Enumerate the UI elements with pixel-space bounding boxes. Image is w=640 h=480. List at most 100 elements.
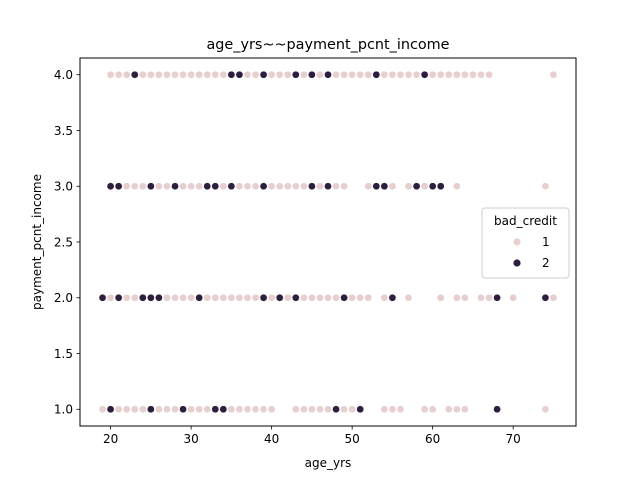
data-point-series-1	[243, 293, 252, 302]
data-point-series-1	[251, 182, 260, 191]
x-tick-label: 40	[264, 432, 279, 446]
data-point-series-1	[299, 405, 308, 414]
data-point-series-1	[332, 293, 340, 302]
data-point-series-1	[461, 70, 469, 79]
data-point-series-1	[404, 293, 413, 302]
data-point-series-2	[372, 182, 381, 191]
data-point-series-2	[171, 182, 179, 191]
data-point-series-1	[163, 405, 171, 414]
data-point-series-1	[452, 182, 461, 191]
data-point-series-1	[251, 293, 260, 302]
data-point-series-2	[324, 70, 332, 79]
data-point-series-2	[332, 405, 340, 414]
data-point-series-2	[380, 182, 389, 191]
data-point-series-1	[340, 70, 348, 79]
data-point-series-1	[420, 405, 429, 414]
data-point-series-2	[259, 293, 268, 302]
data-point-series-1	[509, 293, 518, 302]
data-point-series-2	[324, 182, 332, 191]
data-point-series-2	[211, 405, 220, 414]
data-point-series-1	[203, 293, 212, 302]
data-point-series-1	[243, 70, 252, 79]
data-point-series-1	[179, 70, 187, 79]
data-point-series-1	[444, 70, 453, 79]
legend-marker-2	[513, 259, 521, 267]
data-point-series-1	[420, 182, 429, 191]
data-point-series-1	[324, 405, 332, 414]
data-point-series-1	[291, 182, 300, 191]
data-point-series-1	[114, 405, 123, 414]
x-axis-label: age_yrs	[305, 456, 352, 470]
data-point-series-2	[106, 182, 115, 191]
data-point-series-2	[388, 293, 397, 302]
data-point-series-1	[163, 182, 171, 191]
data-point-series-1	[332, 182, 340, 191]
legend: bad_credit 1 2	[481, 207, 570, 279]
legend-label-2: 2	[542, 256, 550, 270]
data-point-series-1	[283, 70, 292, 79]
data-point-series-1	[187, 182, 195, 191]
data-point-series-1	[138, 405, 147, 414]
data-point-series-1	[235, 182, 244, 191]
data-point-series-2	[275, 293, 284, 302]
data-point-series-1	[122, 293, 131, 302]
data-point-series-1	[364, 182, 373, 191]
x-axis-ticks: 20 30 40 50 60 70	[103, 426, 521, 446]
data-point-series-1	[106, 293, 115, 302]
data-point-series-1	[171, 405, 179, 414]
data-point-series-2	[106, 405, 115, 414]
data-point-series-1	[356, 293, 365, 302]
data-point-series-1	[179, 293, 187, 302]
data-point-series-1	[187, 405, 195, 414]
data-point-series-1	[163, 70, 171, 79]
data-point-series-1	[452, 293, 461, 302]
data-point-series-1	[235, 405, 244, 414]
data-point-series-2	[493, 405, 501, 414]
data-point-series-1	[106, 70, 115, 79]
data-point-series-2	[291, 70, 300, 79]
data-point-series-1	[130, 405, 139, 414]
data-point-series-1	[299, 293, 308, 302]
data-point-series-1	[179, 182, 187, 191]
data-point-series-1	[549, 293, 558, 302]
data-point-series-2	[372, 70, 381, 79]
data-point-series-2	[235, 70, 244, 79]
data-point-series-1	[243, 405, 252, 414]
legend-title: bad_credit	[494, 214, 557, 228]
y-tick-label: 3.0	[54, 180, 73, 194]
data-point-series-1	[477, 293, 485, 302]
data-point-series-2	[219, 405, 228, 414]
data-point-series-2	[130, 70, 139, 79]
data-point-series-2	[428, 182, 437, 191]
data-point-series-1	[187, 293, 195, 302]
data-point-series-1	[251, 405, 260, 414]
data-point-series-1	[444, 405, 453, 414]
data-point-series-1	[138, 182, 147, 191]
data-point-series-2	[412, 182, 421, 191]
data-point-series-1	[324, 293, 332, 302]
data-point-series-1	[219, 70, 228, 79]
data-point-series-1	[396, 405, 405, 414]
data-point-series-1	[541, 182, 550, 191]
data-point-series-2	[356, 405, 365, 414]
data-point-series-1	[477, 70, 485, 79]
data-point-series-1	[122, 182, 131, 191]
data-point-series-1	[171, 70, 179, 79]
data-point-series-1	[163, 293, 171, 302]
data-point-series-1	[332, 70, 340, 79]
x-tick-label: 50	[345, 432, 360, 446]
plot-area-frame	[79, 57, 577, 427]
y-tick-label: 1.5	[54, 347, 73, 361]
data-point-series-1	[267, 405, 276, 414]
data-point-series-1	[211, 293, 220, 302]
data-point-series-2	[259, 182, 268, 191]
data-point-series-1	[243, 182, 252, 191]
data-point-series-1	[291, 405, 300, 414]
data-point-series-2	[211, 182, 220, 191]
data-point-series-1	[404, 182, 413, 191]
data-point-series-1	[299, 70, 308, 79]
data-point-series-1	[452, 405, 461, 414]
data-point-series-1	[404, 70, 413, 79]
data-point-series-1	[195, 405, 204, 414]
data-point-series-1	[283, 182, 292, 191]
